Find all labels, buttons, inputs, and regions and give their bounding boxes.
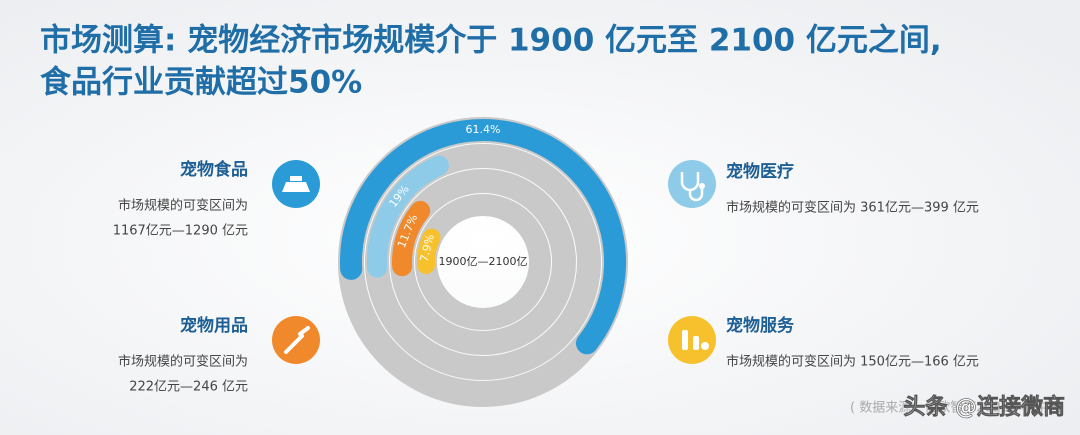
icon-service <box>668 316 716 364</box>
value-label: 61.4% <box>466 123 501 136</box>
ring-bar <box>340 119 626 355</box>
category-description: 市场规模的可变区间为 361亿元—399 亿元 <box>726 200 979 216</box>
category-description: 市场规模的可变区间为 <box>118 198 248 214</box>
title-line: 市场测算: 宠物经济市场规模介于 1900 亿元至 2100 亿元之间, <box>40 23 942 59</box>
title-line: 食品行业贡献超过50% <box>40 65 362 101</box>
watermark: 头条 @连接微商 <box>903 394 1065 420</box>
ring-bar <box>417 228 441 274</box>
category-label: 宠物医疗 <box>726 161 794 182</box>
category-label: 宠物用品 <box>180 315 248 336</box>
icon-medical <box>668 160 716 208</box>
category-description: 1167亿元—1290 亿元 <box>113 224 248 239</box>
category-label: 宠物服务 <box>726 315 795 336</box>
icon-food <box>272 160 320 208</box>
category-description: 市场规模的可变区间为 150亿元—166 亿元 <box>726 354 979 370</box>
center-label: 1900亿—2100亿 <box>439 255 528 268</box>
source-note: ( 数据来源：亿欧智库2020年《中国 <box>850 400 1061 416</box>
category-label: 宠物食品 <box>180 159 248 180</box>
icon-supplies <box>272 316 320 364</box>
category-description: 222亿元—246 亿元 <box>129 380 248 395</box>
ring-bar <box>392 200 431 277</box>
category-description: 市场规模的可变区间为 <box>118 354 248 370</box>
ring-bar <box>367 155 449 278</box>
